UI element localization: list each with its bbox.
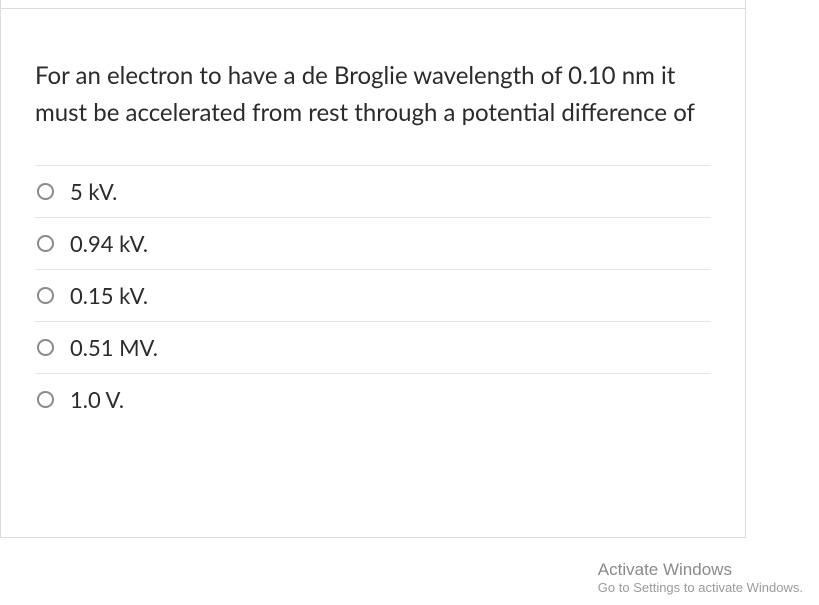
watermark-subtitle: Go to Settings to activate Windows. [598,580,803,597]
watermark-title: Activate Windows [598,559,803,580]
windows-activation-watermark: Activate Windows Go to Settings to activ… [598,559,803,597]
option-label: 1.0 V. [70,386,124,413]
option-row[interactable]: 1.0 V. [35,373,711,425]
radio-icon[interactable] [37,339,54,356]
option-row[interactable]: 5 kV. [35,165,711,217]
option-label: 0.15 kV. [70,282,148,309]
question-text: For an electron to have a de Broglie wav… [1,9,745,141]
card-top-stub [0,0,746,8]
radio-icon[interactable] [37,235,54,252]
options-list: 5 kV. 0.94 kV. 0.15 kV. 0.51 MV. 1.0 V. [1,141,745,453]
option-label: 0.94 kV. [70,230,148,257]
option-label: 5 kV. [70,178,117,205]
option-label: 0.51 MV. [70,334,158,361]
radio-icon[interactable] [37,391,54,408]
radio-icon[interactable] [37,183,54,200]
option-row[interactable]: 0.15 kV. [35,269,711,321]
option-row[interactable]: 0.51 MV. [35,321,711,373]
radio-icon[interactable] [37,287,54,304]
question-card: For an electron to have a de Broglie wav… [0,8,746,538]
option-row[interactable]: 0.94 kV. [35,217,711,269]
